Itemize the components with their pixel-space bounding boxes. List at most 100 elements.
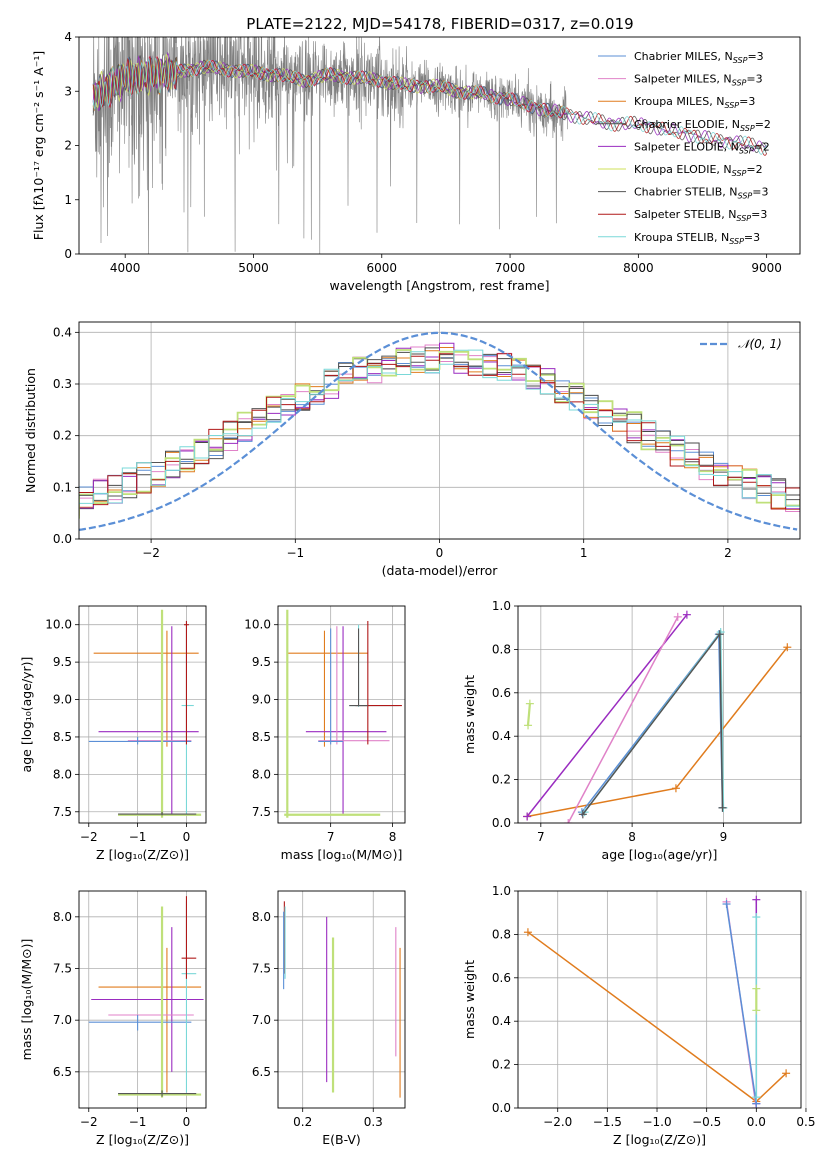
y-tick-label: 7.0 (53, 1013, 72, 1027)
errorbar-chabrier-miles (318, 628, 344, 745)
x-tick-label: 0 (183, 1115, 191, 1129)
legend-entry-label: Salpeter MILES, NSSP=3 (634, 73, 763, 88)
errorbar-chabrier-stelib (118, 811, 197, 816)
x-tick-label: 7 (537, 830, 545, 844)
residuals-panel: −2 −1 0 1 2 0.0 0.1 0.2 0.3 0.4 (data-model)/error… (23, 321, 801, 578)
legend-entry-label: 𝒩(0, 1) (738, 337, 782, 351)
y-tick-label: 8.0 (53, 910, 72, 924)
errorbar-salpeter-miles (318, 626, 390, 745)
y-tick-label: 8.5 (252, 730, 271, 744)
series-line-salpeter-miles (567, 616, 679, 823)
spectrum-plot-area (92, 37, 767, 254)
age-vs-metallicity-panel: −2 −1 0 7.5 8.0 8.5 9.0 9.5 10.0 Z [log₁₀(Z/Z⊙)] a… (19, 605, 207, 862)
y-axis-label: mass weight (462, 960, 477, 1039)
y-tick-label: 7.0 (252, 1013, 271, 1027)
legend-entry-label: Salpeter ELODIE, NSSP=2 (634, 140, 770, 155)
data-point-marker (782, 1069, 791, 1078)
errorbar-kroupa-stelib (349, 624, 399, 708)
mass-vs-ebv-panel: 0.2 0.3 6.5 7.0 7.5 8.0 E(B-V) (252, 890, 406, 1147)
y-tick-label: 7.5 (53, 962, 72, 976)
errorbar-salpeter-elodie (98, 626, 199, 816)
y-tick-label: 0.6 (492, 686, 511, 700)
y-axis-label: Flux [fλ10⁻¹⁷ erg cm⁻² s⁻¹ A⁻¹] (31, 51, 46, 240)
legend-entry-label: Chabrier STELIB, NSSP=3 (634, 186, 768, 201)
series-line-chabrier-stelib (582, 632, 724, 815)
y-axis-label: age [log₁₀(age/yr)] (19, 657, 34, 773)
x-axis-label: E(B-V) (322, 1132, 361, 1147)
y-tick-label: 0.3 (53, 377, 72, 391)
errorbar-salpeter-stelib (184, 620, 189, 745)
x-tick-label: 6000 (366, 261, 397, 275)
errorbar-salpeter-elodie (91, 927, 204, 1072)
data-point-marker (564, 819, 573, 823)
line-plot-area (523, 895, 791, 1108)
y-tick-label: 0.6 (492, 971, 511, 985)
figure-title: PLATE=2122, MJD=54178, FIBERID=0317, z=0… (246, 15, 633, 33)
x-tick-label: 0.2 (293, 1115, 312, 1129)
data-point-marker (682, 610, 691, 619)
x-axis-label: Z [log₁₀(Z/Z⊙)] (96, 847, 189, 862)
x-axis-label: Z [log₁₀(Z/Z⊙)] (96, 1132, 189, 1147)
x-axis-label: age [log₁₀(age/yr)] (602, 847, 718, 862)
data-point-marker (783, 643, 792, 652)
x-tick-label: −1 (129, 830, 147, 844)
model-spectrum-salpeter-stelib (92, 55, 767, 156)
errorbar-kroupa-elodie (118, 609, 202, 818)
line-plot-area (523, 610, 792, 823)
gaussian-reference-line (79, 331, 798, 531)
legend-entry-label: Kroupa MILES, NSSP=3 (634, 95, 755, 110)
grid (518, 890, 807, 1109)
x-tick-label: 0.3 (364, 1115, 383, 1129)
y-tick-label: 6.5 (53, 1065, 72, 1079)
x-tick-label: 2 (724, 546, 732, 560)
y-tick-label: 0.2 (492, 773, 511, 787)
histogram-kroupa-stelib (79, 349, 800, 510)
x-tick-label: 7000 (495, 261, 526, 275)
mass-vs-metallicity-panel: −2 −1 0 6.5 7.0 7.5 8.0 Z [log₁₀(Z/Z⊙)] mass [lo… (19, 890, 207, 1147)
errorbar-kroupa-stelib (181, 620, 194, 816)
age-vs-mass-panel: 7 8 7.5 8.0 8.5 9.0 9.5 10.0 mass [log₁₀(M/M⊙)] (244, 605, 406, 862)
y-tick-label: 0.8 (492, 927, 511, 941)
axes-frame (277, 890, 406, 1109)
x-tick-label: 5000 (238, 261, 269, 275)
x-tick-label: −1 (286, 546, 304, 560)
y-tick-label: 0.0 (53, 532, 72, 546)
x-tick-label: −2 (80, 830, 98, 844)
axes-frame (517, 605, 802, 824)
y-tick-label: 8.0 (53, 767, 72, 781)
y-axis-label: Normed distribution (23, 368, 38, 493)
y-tick-label: 1.0 (492, 599, 511, 613)
legend-entry-label: Chabrier ELODIE, NSSP=2 (634, 118, 771, 133)
data-point-marker (752, 984, 761, 993)
y-tick-label: 9.0 (252, 693, 271, 707)
legend-entry-label: Kroupa ELODIE, NSSP=2 (634, 163, 763, 178)
errorbar-kroupa-miles (287, 630, 368, 747)
axes-frame (277, 605, 406, 824)
mass-weight-vs-metallicity-panel: −2.0 −1.5 −1.0 −0.5 0.0 0.5 0.0 0.2 0.4 0.6 0.8 1.0… (462, 884, 816, 1147)
y-tick-label: 8.0 (252, 767, 271, 781)
data-point-marker (671, 784, 680, 793)
errorbar-plot-area (283, 901, 401, 1098)
x-tick-label: −2 (80, 1115, 98, 1129)
y-tick-label: 3 (64, 84, 72, 98)
errorbar-plot-area (88, 896, 204, 1098)
y-tick-label: 0.4 (492, 729, 511, 743)
errorbar-chabrier-miles (88, 736, 192, 745)
spectrum-panel: 4000 5000 6000 7000 8000 9000 0 1 2 3 4 wavelength … (31, 30, 801, 293)
y-tick-label: 0.4 (53, 325, 72, 339)
legend-entry-label: Kroupa STELIB, NSSP=3 (634, 231, 760, 246)
x-tick-label: 8000 (623, 261, 654, 275)
y-tick-label: 4 (64, 30, 72, 44)
series-line-chabrier-miles (725, 903, 758, 1104)
y-tick-label: 1.0 (492, 884, 511, 898)
y-tick-label: 0.0 (492, 1101, 511, 1115)
model-spectrum-salpeter-elodie (92, 51, 767, 152)
histogram-plot-area (79, 331, 800, 531)
x-tick-label: 0.0 (747, 1115, 766, 1129)
data-point-marker (524, 721, 533, 730)
y-tick-label: 0.0 (492, 816, 511, 830)
data-point-marker (752, 1006, 761, 1015)
errorbar-chabrier-stelib (118, 1090, 197, 1097)
axes-frame (517, 890, 802, 1109)
